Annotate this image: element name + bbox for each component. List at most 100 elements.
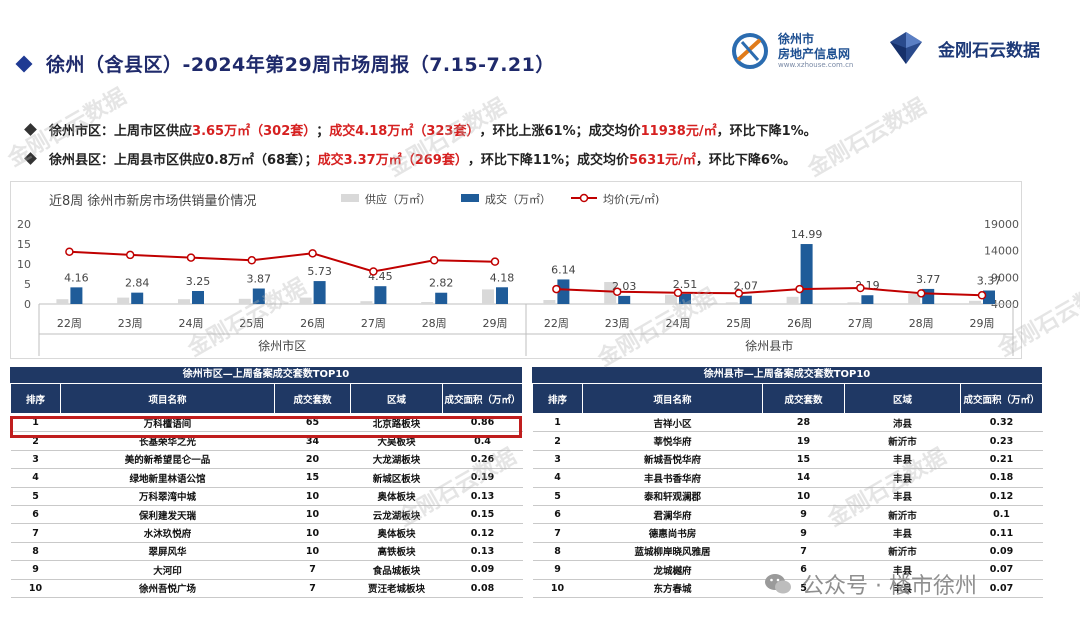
table-row: 9 大河印 7 食品城板块 0.09 (10, 560, 523, 580)
table-cell: 泰和轩观澜郡 (582, 487, 763, 506)
y-tick-right: 14000 (984, 245, 1019, 258)
data-label: 3.87 (247, 273, 272, 286)
price-point (856, 283, 865, 293)
summary-text: 上周县市区供应0.8万㎡（68套）； (114, 153, 318, 168)
bar-deal (131, 292, 144, 304)
table-cell: 0.07 (960, 560, 1043, 580)
table-cell: 19 (762, 431, 845, 451)
table-cell: 0.09 (442, 560, 523, 580)
y-tick-left: 15 (17, 238, 31, 251)
table-cell: 7 (532, 523, 583, 543)
summary-line-urban: 徐州市区： 上周市区供应 3.65万㎡（302套） ； 成交4.18万㎡（323… (24, 120, 817, 139)
table-cell: 新沂市 (844, 505, 961, 525)
bar-deal (313, 281, 326, 304)
table-cell: 10 (532, 579, 583, 598)
table-cell: 15 (762, 450, 845, 470)
wechat-text: 公众号 · 楼市徐州 (802, 574, 977, 599)
x-tick-label: 22周 (57, 317, 82, 330)
column-header: 排序 (532, 383, 583, 414)
table-row: 7 德惠尚书房 9 丰县 0.11 (532, 523, 1043, 543)
legend-swatch-supply (341, 194, 359, 202)
table-cell: 0.23 (960, 431, 1043, 451)
table-cell: 0.19 (442, 468, 523, 488)
table-cell: 0.18 (960, 468, 1043, 488)
table-cell: 德惠尚书房 (582, 523, 763, 543)
table-cell: 8 (10, 542, 61, 562)
table-cell: 5 (10, 487, 61, 506)
data-label: 5.73 (307, 265, 332, 278)
price-line (69, 250, 496, 273)
data-label: 3.77 (916, 273, 941, 286)
y-tick-left: 20 (17, 218, 31, 231)
table-cell: 沛县 (844, 413, 961, 433)
table-cell: 6 (762, 560, 845, 580)
watermark: 金刚石云数据 (803, 94, 931, 182)
table-cell: 0.09 (960, 542, 1043, 562)
table-cell: 28 (762, 413, 845, 433)
table-cell: 水沐玖悦府 (60, 523, 275, 543)
column-header: 项目名称 (60, 383, 275, 414)
wechat-footer: 公众号 · 楼市徐州 (764, 568, 977, 600)
table-cell: 丰县 (844, 468, 961, 488)
y-tick-right: 9000 (991, 271, 1019, 284)
table-cell: 吉祥小区 (582, 413, 763, 433)
column-header: 区域 (844, 383, 961, 414)
table-cell: 7 (274, 560, 351, 580)
table-cell: 0.4 (442, 431, 523, 451)
table-row: 3 新城吾悦华府 15 丰县 0.21 (532, 450, 1043, 470)
table-cell: 4 (10, 468, 61, 488)
bar-deal (861, 295, 874, 304)
table-cell: 9 (10, 560, 61, 580)
table-cell: 东方春城 (582, 579, 763, 598)
bar-supply (238, 298, 251, 304)
summary-text: ，环比下降6%。 (695, 153, 796, 168)
table-cell: 0.26 (442, 450, 523, 470)
table-cell: 10 (274, 542, 351, 562)
price-point (734, 289, 744, 298)
jingangshi-logo: 金刚石云数据 (884, 28, 1064, 68)
table-row: 6 君澜华府 9 新沂市 0.1 (532, 505, 1043, 525)
column-header: 排序 (10, 383, 61, 414)
summary-price: 5631元/㎡ (628, 153, 696, 168)
table-cell: 0.1 (960, 505, 1043, 525)
table-cell: 10 (274, 505, 351, 525)
bar-supply (299, 297, 312, 304)
table-row: 5 泰和轩观澜郡 10 丰县 0.12 (532, 487, 1043, 506)
table-cell: 8 (532, 542, 583, 562)
bar-supply (969, 300, 981, 304)
table-cell: 20 (274, 450, 351, 470)
page-title: 徐州（含县区）-2024年第29周市场周报（7.15-7.21） (46, 54, 555, 76)
table-cell: 0.07 (960, 579, 1043, 598)
summary-deal: 成交4.18万㎡（323套） (329, 124, 480, 139)
column-header: 区域 (350, 383, 443, 414)
price-point (916, 289, 926, 298)
price-point (977, 291, 987, 300)
table-cell: 9 (532, 560, 583, 580)
table-title: 徐州市区—上周备案成交套数TOP10 (10, 367, 522, 383)
column-header: 成交套数 (274, 383, 351, 414)
chart-title: 近8周 徐州市新房市场供销量价情况 (49, 193, 256, 209)
bar-supply (786, 296, 799, 304)
table-cell: 15 (274, 468, 351, 488)
bar-supply (725, 302, 738, 304)
x-tick-label: 23周 (118, 317, 143, 330)
xzhouse-logo: 徐州市 房地产信息网 www.xzhouse.com.cn (730, 30, 878, 70)
table-cell: 1 (10, 413, 61, 433)
price-point (369, 267, 378, 276)
summary-price: 11938元/㎡ (640, 124, 717, 139)
table-cell: 徐州吾悦广场 (60, 579, 275, 598)
table-cell: 0.12 (960, 487, 1043, 506)
bar-supply (604, 282, 617, 304)
table-cell: 新沂市 (844, 431, 961, 451)
data-label: 2.51 (673, 278, 698, 291)
price-point (65, 247, 74, 256)
table-cell: 保利建发天瑞 (60, 505, 275, 525)
table-cell: 丰县 (844, 523, 961, 543)
table-cell: 翠屏风华 (60, 542, 275, 562)
table-cell: 0.13 (442, 542, 523, 562)
table-row: 10 徐州吾悦广场 7 贾汪老城板块 0.08 (10, 579, 523, 598)
bar-deal (557, 279, 570, 304)
table-title: 徐州县市—上周备案成交套数TOP10 (532, 367, 1042, 383)
bar-deal (374, 286, 387, 304)
